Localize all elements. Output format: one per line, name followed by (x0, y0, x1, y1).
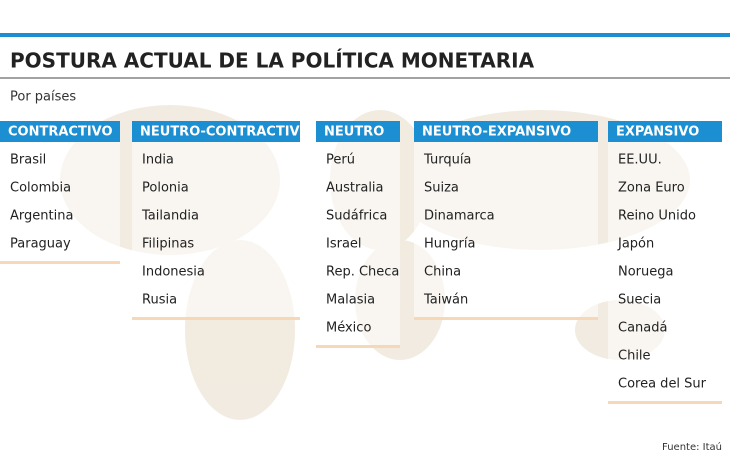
country: Suecia (618, 293, 661, 308)
column-end-rule (316, 345, 400, 348)
country: Rep. Checa (326, 265, 399, 280)
column-heading: CONTRACTIVO (8, 125, 113, 140)
column-panel (608, 142, 722, 404)
country: Paraguay (10, 237, 71, 252)
country: Indonesia (142, 265, 205, 280)
country: Malasia (326, 293, 375, 308)
country: India (142, 153, 174, 168)
column-heading-bar (316, 121, 400, 142)
country: Israel (326, 237, 362, 252)
country: Chile (618, 349, 651, 364)
column-heading: NEUTRO-EXPANSIVO (422, 125, 571, 140)
column-panel (132, 142, 300, 320)
country: EE.UU. (618, 153, 662, 168)
title: POSTURA ACTUAL DE LA POLÍTICA MONETARIA (10, 49, 535, 73)
column-heading: NEUTRO (324, 125, 384, 140)
column-heading-bar (0, 121, 120, 142)
country: Filipinas (142, 237, 194, 252)
country: Perú (326, 153, 355, 168)
country: Reino Unido (618, 209, 696, 224)
country: Corea del Sur (618, 377, 707, 392)
column-end-rule (132, 317, 300, 320)
column-heading-bar (132, 121, 300, 142)
columns: CONTRACTIVO Brasil Colombia Argentina Paragu… (0, 121, 722, 404)
country: Hungría (424, 237, 475, 252)
top-rule (0, 33, 730, 37)
country: México (326, 321, 371, 336)
country: Polonia (142, 181, 189, 196)
column-end-rule (0, 261, 120, 264)
country: Canadá (618, 321, 667, 336)
column-panel (414, 142, 598, 320)
column-panel (316, 142, 400, 348)
country: Tailandia (141, 209, 199, 224)
country: China (424, 265, 461, 280)
column-panel (0, 142, 120, 264)
country: Noruega (618, 265, 673, 280)
subtitle: Por países (10, 90, 76, 105)
column-heading: NEUTRO-CONTRACTIVO (140, 125, 310, 140)
column-end-rule (608, 401, 722, 404)
country: Dinamarca (424, 209, 495, 224)
country: Sudáfrica (326, 209, 387, 224)
country: Rusia (142, 293, 177, 308)
country: Taiwán (423, 293, 468, 308)
column-heading-bar (608, 121, 722, 142)
column-end-rule (414, 317, 598, 320)
country: Turquía (423, 153, 471, 168)
country: Japón (617, 237, 654, 252)
country: Suiza (424, 181, 459, 196)
source: Fuente: Itaú (662, 441, 722, 453)
country: Zona Euro (618, 181, 685, 196)
country: Argentina (10, 209, 73, 224)
country: Australia (326, 181, 384, 196)
country: Colombia (10, 181, 71, 196)
column-heading: EXPANSIVO (616, 125, 699, 140)
country: Brasil (10, 153, 46, 168)
column-heading-bar (414, 121, 598, 142)
